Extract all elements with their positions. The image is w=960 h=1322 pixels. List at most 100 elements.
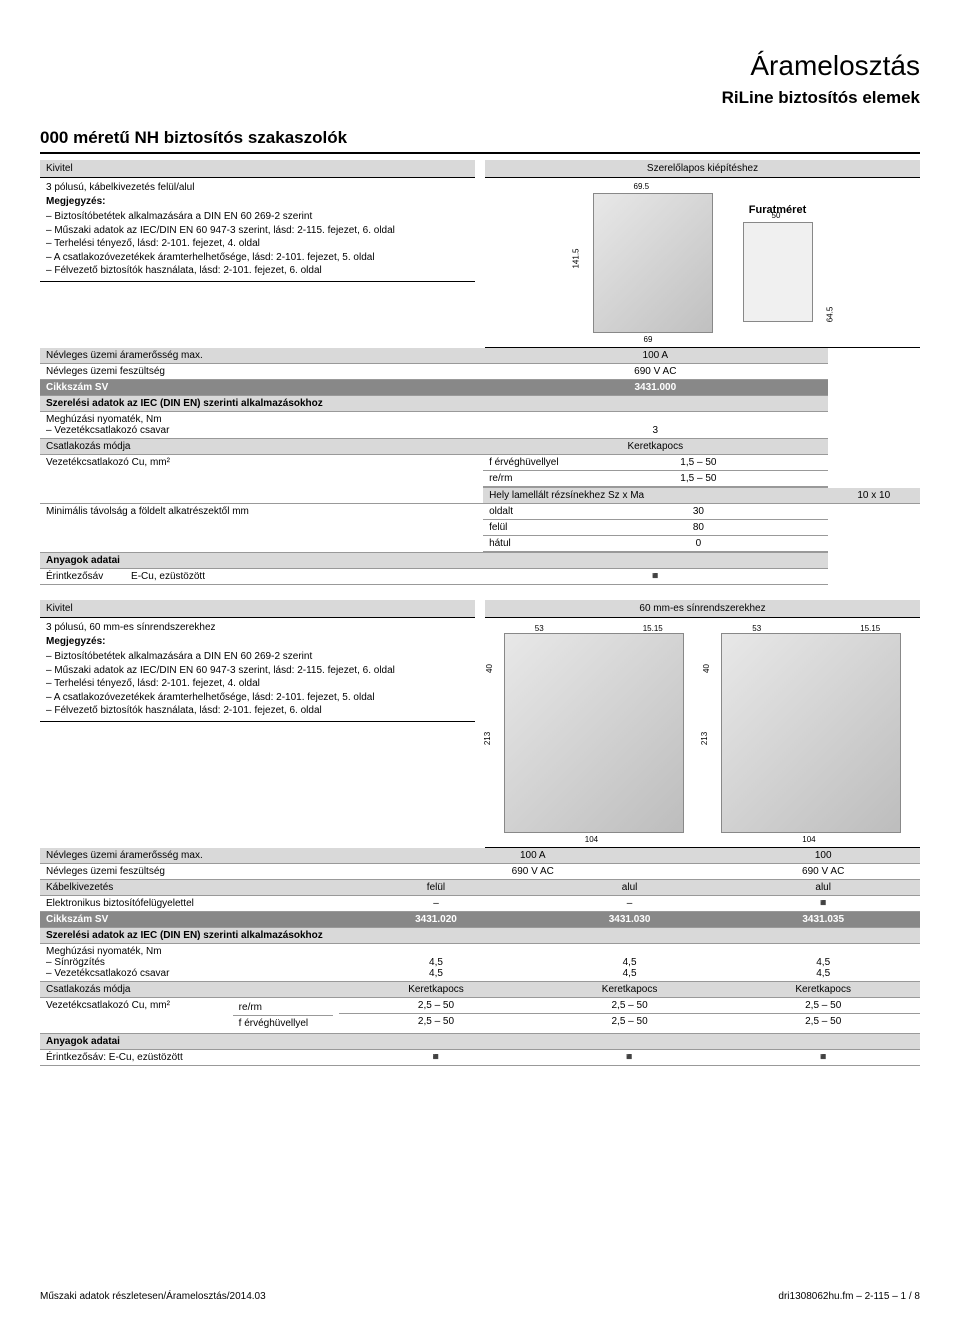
section1-description: 3 pólusú, kábelkivezetés felül/alul Megj… — [40, 178, 475, 282]
row-value: – — [533, 896, 727, 912]
sub-label: f érvéghüvellyel — [483, 455, 569, 471]
row-label: Névleges üzemi áramerősség max. — [40, 348, 483, 364]
row-label: Névleges üzemi feszültség — [40, 364, 483, 380]
subsection-header: Szerelési adatok az IEC (DIN EN) szerint… — [40, 928, 920, 944]
note-item: A csatlakozóvezetékek áramterhelhetősége… — [46, 691, 469, 705]
dim-label: 104 — [802, 835, 815, 844]
row-value: alul — [533, 880, 727, 896]
subsection-header: Anyagok adatai — [40, 553, 828, 569]
row-value: Keretkapocs — [339, 982, 533, 998]
dim-label: 64.5 — [825, 306, 834, 322]
main-title: Áramelosztás — [40, 50, 920, 82]
note-item: Terhelési tényező, lásd: 2-101. fejezet,… — [46, 237, 469, 251]
note-item: Félvezető biztosítók használata, lásd: 2… — [46, 704, 469, 718]
row-label: Névleges üzemi feszültség — [40, 864, 339, 880]
section1-data-table: Névleges üzemi áramerősség max.100 A Név… — [40, 348, 920, 585]
row-value: 10 x 10 — [828, 488, 920, 504]
row-label: Érintkezősáv E-Cu, ezüstözött — [40, 569, 483, 585]
kivitel-right-label: 60 mm-es sínrendszerekhez — [485, 600, 920, 618]
dim-label: 53 — [752, 624, 761, 633]
note-item: Terhelési tényező, lásd: 2-101. fejezet,… — [46, 677, 469, 691]
dim-label: 50 — [772, 211, 781, 220]
row-value: ◾ — [533, 1050, 727, 1066]
note-label: Megjegyzés: — [46, 635, 469, 649]
diagram-area-2: 53 15.15 40 213 104 53 15.15 40 213 104 — [485, 618, 920, 848]
row-value: ◾ — [339, 1050, 533, 1066]
sub-label: felül — [483, 520, 569, 536]
row-value: 3 — [483, 412, 828, 439]
row-label: Minimális távolság a földelt alkatrészek… — [40, 504, 483, 553]
note-item: Biztosítóbetétek alkalmazására a DIN EN … — [46, 650, 469, 664]
technical-drawing-4: 53 15.15 40 213 104 — [721, 633, 901, 833]
row-label: Névleges üzemi áramerősség max. — [40, 848, 339, 864]
note-label: Megjegyzés: — [46, 195, 469, 209]
row-value: 4,54,5 — [339, 944, 533, 982]
row-value: ◾ — [483, 569, 828, 585]
row-label: Elektronikus biztosítófelügyelettel — [40, 896, 339, 912]
section2-data-table: Névleges üzemi áramerősség max. 100 A 10… — [40, 848, 920, 1066]
dim-label: 15.15 — [860, 624, 880, 633]
row-label: Csatlakozás módja — [40, 439, 483, 455]
note-item: Biztosítóbetétek alkalmazására a DIN EN … — [46, 210, 469, 224]
subsection-header: Anyagok adatai — [40, 1034, 920, 1050]
notes-list: Biztosítóbetétek alkalmazására a DIN EN … — [46, 210, 469, 278]
note-item: Félvezető biztosítók használata, lásd: 2… — [46, 264, 469, 278]
dim-label: 40 — [702, 664, 711, 673]
row-label: Csatlakozás módja — [40, 982, 339, 998]
row-value: 100 — [726, 848, 920, 864]
row-value: 80 — [569, 520, 827, 536]
row-value: 690 V AC — [726, 864, 920, 880]
subtitle: RiLine biztosítós elemek — [40, 88, 920, 108]
row-value: – — [339, 896, 533, 912]
sub-label: hátul — [483, 536, 569, 552]
footer-left: Műszaki adatok részletesen/Áramelosztás/… — [40, 1291, 266, 1302]
row-value: ◾ — [726, 896, 920, 912]
row-value: 3431.030 — [533, 912, 727, 928]
row-value: 0 — [569, 536, 827, 552]
row-value: 100 A — [339, 848, 726, 864]
note-item: A csatlakozóvezetékek áramterhelhetősége… — [46, 251, 469, 265]
type-line: 3 pólusú, kábelkivezetés felül/alul — [46, 181, 469, 195]
row-value: 3431.000 — [483, 380, 828, 396]
page-header: Áramelosztás RiLine biztosítós elemek — [40, 50, 920, 108]
row-value: 100 A — [483, 348, 828, 364]
row-label: Hely lamellált rézsínekhez Sz x Ma — [483, 488, 828, 504]
note-item: Műszaki adatok az IEC/DIN EN 60 947-3 sz… — [46, 664, 469, 678]
diagram-area-1: 69.5 141.5 69 Furatméret 50 64.5 — [485, 178, 920, 348]
notes-list: Biztosítóbetétek alkalmazására a DIN EN … — [46, 650, 469, 718]
sub-label: re/rm — [233, 1000, 334, 1016]
row-value: ◾ — [726, 1050, 920, 1066]
dim-label: 40 — [485, 664, 494, 673]
dim-label: 213 — [700, 731, 709, 744]
dim-label: 69 — [644, 335, 653, 344]
section1-left: Kivitel 3 pólusú, kábelkivezetés felül/a… — [40, 160, 485, 348]
sub-label: f érvéghüvellyel — [233, 1016, 334, 1032]
row-value: 4,54,5 — [726, 944, 920, 982]
technical-drawing-3: 53 15.15 40 213 104 — [504, 633, 684, 833]
row-value: 2,5 – 502,5 – 50 — [533, 998, 727, 1034]
technical-drawing-2: 50 64.5 — [743, 222, 813, 322]
section1-right: Szerelőlapos kiépítéshez 69.5 141.5 69 F… — [485, 160, 920, 348]
dim-label: 213 — [483, 731, 492, 744]
row-value: 1,5 – 50 — [569, 471, 827, 487]
row-value: 2,5 – 502,5 – 50 — [726, 998, 920, 1034]
row-value: 4,54,5 — [533, 944, 727, 982]
subsection-header: Szerelési adatok az IEC (DIN EN) szerint… — [40, 396, 828, 412]
footer-right: dri1308062hu.fm – 2-115 – 1 / 8 — [778, 1291, 920, 1302]
sub-label: re/rm — [483, 471, 569, 487]
row-label: Meghúzási nyomaték, Nm– Vezetékcsatlakoz… — [40, 412, 483, 439]
dim-label: 15.15 — [643, 624, 663, 633]
page-footer: Műszaki adatok részletesen/Áramelosztás/… — [40, 1291, 920, 1302]
kivitel-right-label: Szerelőlapos kiépítéshez — [485, 160, 920, 178]
row-label: Vezetékcsatlakozó Cu, mm² — [40, 455, 483, 504]
note-item: Műszaki adatok az IEC/DIN EN 60 947-3 sz… — [46, 224, 469, 238]
section2-description: 3 pólusú, 60 mm-es sínrendszerekhez Megj… — [40, 618, 475, 722]
technical-drawing-1: 69.5 141.5 69 — [593, 193, 713, 333]
section2-right: 60 mm-es sínrendszerekhez 53 15.15 40 21… — [485, 600, 920, 848]
kivitel-label: Kivitel — [40, 600, 475, 618]
row-label: Cikkszám SV — [40, 380, 483, 396]
row-value: 2,5 – 502,5 – 50 — [339, 998, 533, 1034]
kivitel-label: Kivitel — [40, 160, 475, 178]
type-line: 3 pólusú, 60 mm-es sínrendszerekhez — [46, 621, 469, 635]
dim-label: 141.5 — [571, 248, 580, 268]
